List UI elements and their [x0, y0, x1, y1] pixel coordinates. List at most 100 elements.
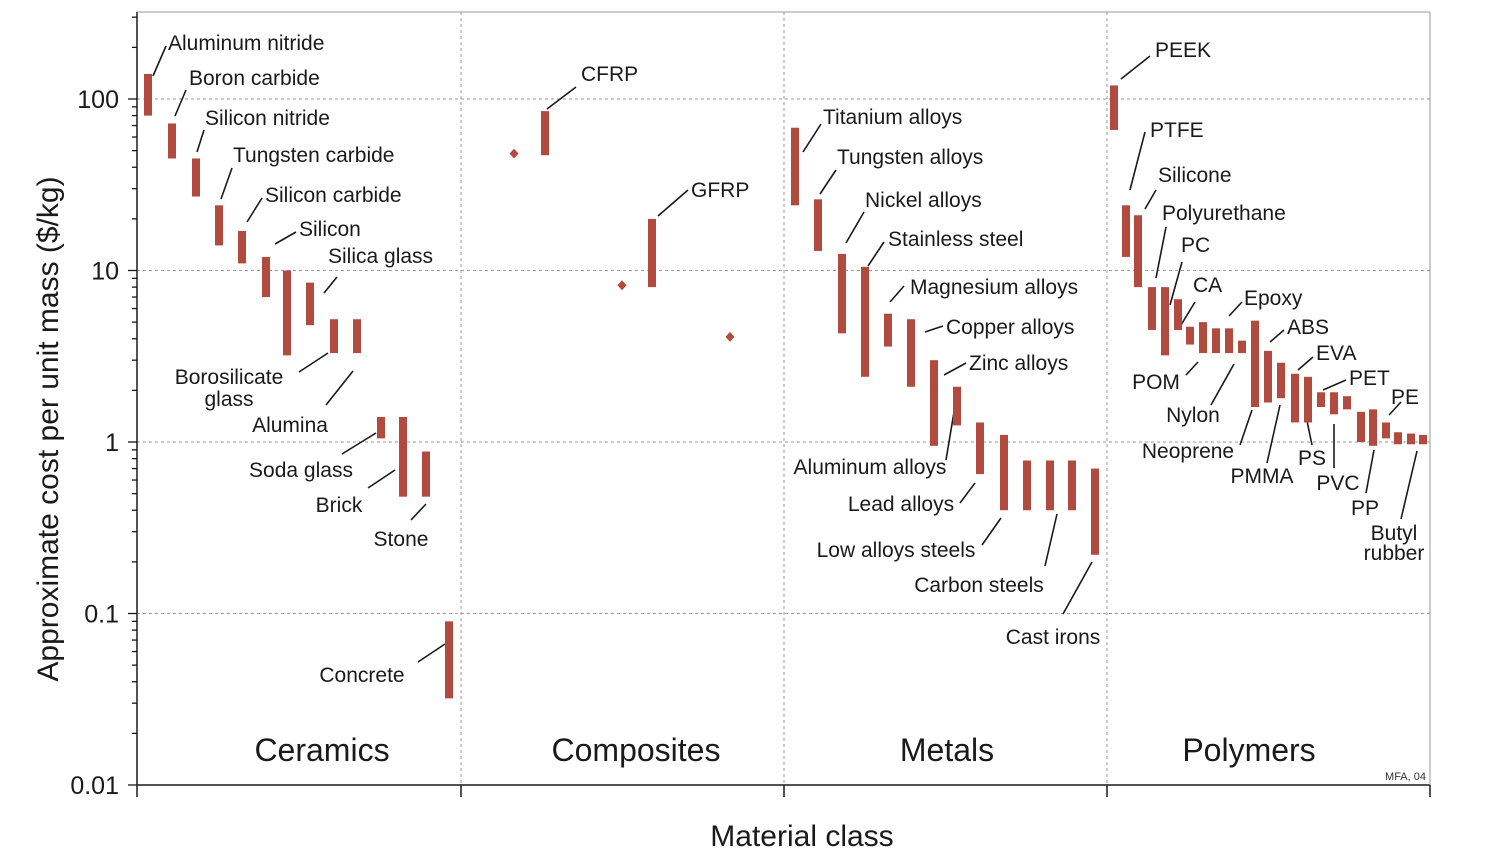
range-bar	[1000, 434, 1008, 511]
label-leader	[943, 362, 967, 376]
range-bar	[1369, 409, 1377, 446]
label-leaders	[152, 45, 1418, 663]
range-bar	[1091, 468, 1099, 555]
label-leader	[1144, 189, 1157, 210]
label-leader	[174, 89, 187, 117]
bar-label-line: glass	[204, 388, 253, 411]
label-leader	[246, 197, 263, 223]
range-bar	[1251, 320, 1259, 407]
grid-lines	[137, 12, 1430, 785]
label-leader	[1228, 301, 1243, 317]
range-bar	[1357, 411, 1365, 442]
range-bar	[306, 282, 314, 326]
data-point	[725, 331, 735, 342]
bar-label: PEEK	[1155, 39, 1211, 62]
x-axis-title: Material class	[710, 820, 893, 853]
bar-label: PET	[1349, 367, 1390, 390]
bar-label: Silicon	[299, 218, 361, 241]
range-bar	[1291, 373, 1299, 423]
range-bar	[838, 253, 846, 334]
bar-label: Low alloys steels	[817, 539, 976, 562]
label-leader	[1269, 329, 1285, 343]
range-bar	[262, 256, 270, 298]
range-bar	[1304, 376, 1312, 423]
bar-label: Polyurethane	[1162, 202, 1286, 225]
label-leader	[819, 169, 837, 195]
class-label: Composites	[552, 732, 721, 768]
range-bar	[1110, 85, 1118, 130]
bar-label-line: Borosilicate	[175, 366, 284, 389]
range-bar	[144, 73, 152, 116]
bar-label: PTFE	[1150, 119, 1204, 142]
range-bar	[1317, 392, 1325, 407]
label-leader	[298, 352, 329, 373]
bar-label: Boron carbide	[189, 67, 320, 90]
label-leader	[1297, 356, 1314, 371]
label-leader	[325, 370, 354, 406]
range-bar	[1046, 460, 1054, 511]
bar-label: Magnesium alloys	[910, 276, 1078, 299]
bar-label: PMMA	[1231, 465, 1294, 488]
bar-label: ABS	[1287, 316, 1329, 339]
bar-label: Cast irons	[1006, 626, 1101, 649]
label-leader	[802, 123, 822, 153]
label-leader	[152, 45, 167, 77]
range-bar	[1122, 205, 1130, 257]
bar-label: Tungsten carbide	[233, 144, 395, 167]
range-bar	[1199, 322, 1207, 354]
label-leader	[657, 189, 689, 217]
bar-label: Silicon nitride	[205, 107, 330, 130]
label-leader	[323, 276, 338, 294]
range-bar	[861, 266, 869, 377]
range-bar	[953, 386, 961, 426]
bar-label: Epoxy	[1244, 287, 1303, 310]
range-bar	[1068, 460, 1076, 511]
label-leader	[1169, 261, 1183, 306]
label-leader	[981, 517, 1002, 546]
bar-label: PC	[1181, 234, 1210, 257]
label-leader	[1129, 131, 1146, 191]
range-bar	[1134, 215, 1142, 288]
range-bar	[791, 127, 799, 206]
bar-label: Titanium alloys	[823, 106, 962, 129]
y-tick-label: 100	[77, 86, 119, 114]
range-bar	[353, 319, 361, 354]
bar-label: PS	[1298, 447, 1326, 470]
y-tick-label: 0.01	[70, 772, 119, 800]
range-bar	[330, 319, 338, 354]
range-bar	[283, 270, 291, 356]
bar-label: Lead alloys	[848, 493, 954, 516]
label-leader	[1185, 361, 1199, 376]
bar-label: Zinc alloys	[969, 352, 1068, 375]
label-leader	[1400, 450, 1418, 520]
label-leader	[1155, 226, 1167, 279]
label-leader	[1266, 404, 1281, 464]
bar-label: EVA	[1316, 342, 1356, 365]
label-leader	[1322, 379, 1347, 391]
label-leader	[867, 241, 885, 267]
label-leader	[220, 167, 233, 200]
bar-label: Soda glass	[249, 459, 353, 482]
bar-label: Stainless steel	[888, 228, 1023, 251]
bar-label: POM	[1132, 371, 1180, 394]
label-leader	[1044, 513, 1058, 567]
range-bar	[1343, 396, 1351, 410]
label-leader	[410, 503, 427, 521]
bar-label-line: rubber	[1364, 542, 1425, 565]
bar-label: Stone	[374, 528, 429, 551]
range-bar	[377, 416, 385, 439]
range-bar	[238, 230, 246, 264]
y-axis-title: Approximate cost per unit mass ($/kg)	[32, 176, 65, 681]
label-leader	[341, 432, 377, 455]
axes: 100 10 1 0.1 0.01 Ceramics Composites Metals Pol…	[70, 16, 1431, 800]
range-bar	[814, 199, 822, 251]
range-bar	[1225, 328, 1233, 354]
bar-label: Butyl rubber	[1364, 522, 1425, 565]
class-label: Metals	[900, 732, 994, 768]
label-leader	[924, 325, 944, 333]
range-bar	[1394, 432, 1402, 445]
label-leader	[889, 285, 905, 303]
bar-label: Borosilicate glass	[175, 366, 284, 411]
range-bar	[192, 158, 200, 197]
range-bar	[1330, 392, 1338, 415]
